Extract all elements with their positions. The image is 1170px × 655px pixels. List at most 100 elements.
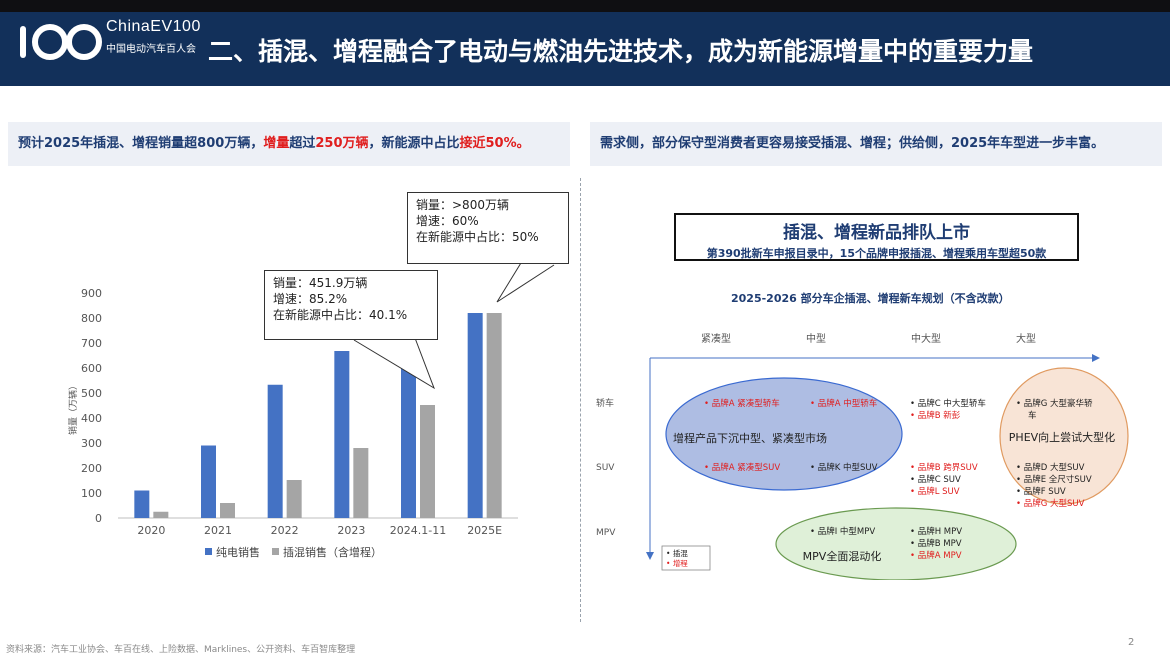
x-ticks: 2020 2021 2022 2023 2024.1-11 2025E [137,524,502,537]
bar-phev-2025E [486,313,502,518]
callout-2024-pointer [353,337,435,390]
item-suv-midlarge-2: • 品牌C SUV [910,474,961,485]
x-tick-label: 2023 [337,524,365,537]
item-suv-large-3: • 品牌F SUV [1016,486,1066,497]
ellipse-phev-up [999,367,1129,505]
product-matrix: 紧凑型 中型 中大型 大型 轿车 SUV MPV 增程产品下沉中型、紧凑型市场 … [596,332,1129,580]
legend-label-phev: 插混销售（含增程） [283,545,382,559]
bar-bev-2022 [267,384,283,518]
y-tick-label: 900 [81,287,102,300]
x-tick-label: 2024.1-11 [390,524,446,537]
col-compact: 紧凑型 [701,332,731,345]
callout-2024-line3: 在新能源中占比：40.1% [273,308,408,322]
ellipse-phev-label: PHEV向上尝试大型化 [1009,430,1115,444]
matrix-items: • 品牌A 紧凑型轿车 • 品牌A 中型轿车 • 品牌C 中大型轿车 • 品牌B… [704,398,1093,561]
callout-2025: 销量：>800万辆 增速：60% 在新能源中占比：50% [407,192,569,264]
ellipse-erev-down [665,377,903,491]
bar-bev-2025E [467,313,483,518]
x-tick-label: 2020 [137,524,165,537]
new-models-box-title: 插混、增程新品排队上市 [783,223,970,243]
legend-swatch-phev [272,548,279,555]
matrix-legend: • 插混 • 增程 [661,545,711,571]
callout-2025-line3: 在新能源中占比：50% [416,230,539,244]
item-suv-compact: • 品牌A 紧凑型SUV [704,462,780,473]
y-tick-label: 500 [81,387,102,400]
item-mpv-mid: • 品牌I 中型MPV [810,526,875,537]
new-models-box: 插混、增程新品排队上市 第390批新车申报目录中，15个品牌申报插混、增程乘用车… [674,213,1079,261]
col-large: 大型 [1016,332,1036,345]
right-band-text: 需求侧，部分保守型消费者更容易接受插混、增程；供给侧，2025年车型进一步丰富。 [600,136,1105,151]
callout-2025-pointer [496,257,555,303]
y-axis-label: 销量（万辆） [67,381,79,435]
left-band-part2: 增量 [263,136,290,151]
bar-bev-2023 [334,351,350,518]
item-sedan-midlarge-2: • 品牌B 新彭 [910,410,961,421]
row-suv: SUV [596,463,615,473]
matrix-legend-box [661,545,711,571]
col-midlarge: 中大型 [911,332,941,345]
page-title: 二、插混、增程融合了电动与燃油先进技术，成为新能源增量中的重要力量 [208,37,1034,66]
item-sedan-large-1: • 品牌G 大型豪华轿 [1016,398,1093,409]
bar-phev-2023 [353,448,369,518]
ellipse-mpv-label: MPV全面混动化 [803,549,882,563]
chart-legend: 纯电销售 插混销售（含增程） [205,545,382,559]
item-mpv-midlarge-3: • 品牌A MPV [910,550,962,561]
item-sedan-compact: • 品牌A 紧凑型轿车 [704,398,780,409]
row-sedan: 轿车 [596,397,614,409]
y-tick-label: 600 [81,362,102,375]
new-models-box-subtitle: 第390批新车申报目录中，15个品牌申报插混、增程乘用车型超50款 [706,247,1047,260]
left-band-part6: 接近50%。 [459,136,530,151]
left-band-part5: ，新能源中占比 [368,136,460,151]
item-sedan-midlarge-1: • 品牌C 中大型轿车 [910,398,986,409]
legend-label-bev: 纯电销售 [216,545,260,559]
y-tick-label: 100 [81,487,102,500]
callout-2025-line2: 增速：60% [416,214,479,228]
y-ticks: 0 100 200 300 400 500 600 700 800 900 [81,287,102,525]
logo-brand-text: ChinaEV100 [106,18,201,35]
bar-phev-2022 [286,480,302,518]
callout-2024-line2: 增速：85.2% [273,292,348,306]
row-mpv: MPV [596,528,616,538]
item-sedan-mid: • 品牌A 中型轿车 [810,398,877,409]
left-band-part1: 预计2025年插混、增程销量超800万辆， [18,136,264,151]
ellipse-mpv [775,507,1017,580]
left-summary-band: 预计2025年插混、增程销量超800万辆，增量超过250万辆，新能源中占比接近5… [8,122,570,166]
source-footnote: 资料来源：汽车工业协会、车百在线、上险数据、Marklines、公开资料、车百智… [6,645,356,655]
bar-phev-2021 [220,503,235,518]
bar-bev-2024.1-11 [401,350,416,518]
header-bar [0,12,1170,86]
y-axis-label-group: 销量（万辆） [67,381,79,435]
matrix-legend-phev: • 插混 [666,548,688,558]
page-number: 2 [1128,637,1135,648]
item-sedan-large-2: 车 [1028,410,1037,421]
bar-phev-2020 [153,511,169,518]
y-tick-label: 400 [81,412,102,425]
logo-100-icon [20,24,102,60]
bar-phev-2024.1-11 [420,405,435,518]
matrix-legend-erev: • 增程 [666,558,688,568]
callout-2024-line1: 销量：451.9万辆 [273,276,368,290]
plan-subtitle: 2025-2026 部分车企插混、增程新车规划（不含改款） [731,292,1010,305]
item-mpv-midlarge-2: • 品牌B MPV [910,538,962,549]
callout-2025-line1: 销量：>800万辆 [416,198,509,212]
item-suv-large-2: • 品牌E 全尺寸SUV [1016,474,1092,485]
y-tick-label: 700 [81,337,102,350]
col-mid: 中型 [806,332,826,345]
y-tick-label: 300 [81,437,102,450]
y-tick-label: 0 [95,512,102,525]
item-suv-large-4: • 品牌G 大型SUV [1016,498,1085,509]
x-tick-label: 2021 [204,524,232,537]
sales-bar-chart: 销量（万辆） 0 100 200 300 400 500 600 700 800 900 2020… [67,257,555,559]
y-tick-label: 800 [81,312,102,325]
item-suv-midlarge-1: • 品牌B 跨界SUV [910,462,978,473]
item-suv-midlarge-3: • 品牌L SUV [910,486,960,497]
ellipse-erev-label: 增程产品下沉中型、紧凑型市场 [673,431,827,445]
x-tick-label: 2025E [467,524,502,537]
callout-2024: 销量：451.9万辆 增速：85.2% 在新能源中占比：40.1% [264,270,438,340]
dashed-divider [580,178,581,622]
right-summary-band: 需求侧，部分保守型消费者更容易接受插混、增程；供给侧，2025年车型进一步丰富。 [590,122,1162,166]
item-suv-mid: • 品牌K 中型SUV [810,462,878,473]
y-tick-label: 200 [81,462,102,475]
legend-swatch-bev [205,548,212,555]
item-mpv-midlarge-1: • 品牌H MPV [910,526,962,537]
